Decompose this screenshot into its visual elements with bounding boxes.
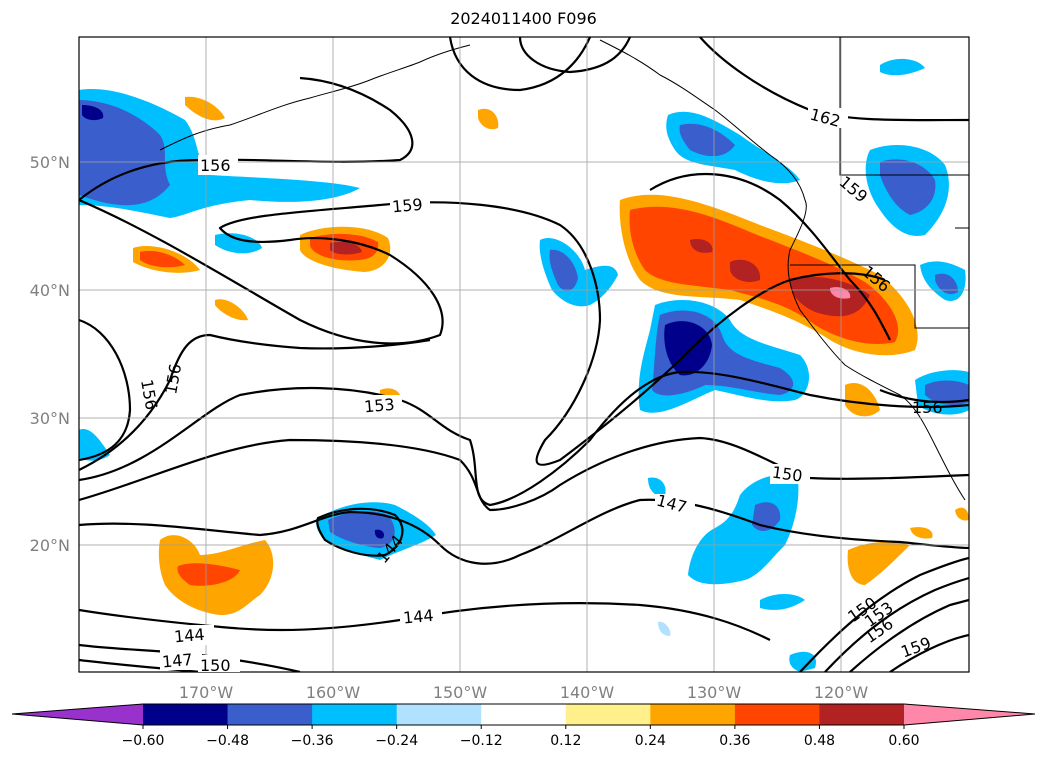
colorbar-tick-label: 0.60 [888, 733, 919, 749]
colorbar-tick-label: 0.24 [635, 733, 666, 749]
colorbar-tick-label: −0.24 [375, 733, 418, 749]
lat-tick: 40°N [30, 281, 70, 300]
contour-label: 144 [402, 606, 434, 628]
colorbar-segment [396, 704, 482, 725]
lon-tick: 130°W [687, 683, 742, 702]
lat-tick: 50°N [30, 153, 70, 172]
colorbar-segment [565, 704, 651, 725]
lon-tick: 150°W [433, 683, 488, 702]
lat-tick: 30°N [30, 409, 70, 428]
lon-tick: 160°W [306, 683, 361, 702]
contour-label: 144 [173, 625, 205, 647]
height-contours [79, 37, 969, 672]
contour-label: 156 [912, 398, 943, 417]
contour-label: 153 [363, 395, 395, 417]
coastlines [159, 37, 969, 501]
plot-frame [78, 36, 970, 673]
colorbar-segment [312, 704, 398, 725]
colorbar-extend-low [12, 704, 143, 725]
colorbar-tick-label: −0.60 [122, 733, 165, 749]
colorbar-segment [650, 704, 736, 725]
contour-label: 156 [200, 156, 231, 175]
colorbar-tick-label: −0.48 [206, 733, 249, 749]
contour-label: 147 [161, 650, 193, 672]
contour-label: 159 [391, 195, 423, 217]
colorbar-segment [481, 704, 567, 725]
lat-tick: 20°N [30, 536, 70, 555]
colorbar-segment [143, 704, 229, 725]
colorbar-tick-label: 0.36 [719, 733, 750, 749]
lon-tick: 170°W [179, 683, 234, 702]
colorbar-extend-high [904, 704, 1035, 725]
lon-tick: 120°W [814, 683, 869, 702]
colorbar-segment [819, 704, 905, 725]
map-title: 2024011400 F096 [450, 9, 597, 28]
colorbar-tick-label: 0.48 [804, 733, 835, 749]
colorbar-tick-label: 0.12 [550, 733, 581, 749]
colorbar: −0.60 −0.48 −0.36 −0.24 −0.12 0.12 0.24 0.36 0.4… [11, 703, 1036, 749]
colorbar-tick-label: −0.36 [291, 733, 334, 749]
lon-tick: 140°W [560, 683, 615, 702]
colorbar-segment [734, 704, 820, 725]
colorbar-segment [227, 704, 313, 725]
colorbar-tick-label: −0.12 [460, 733, 503, 749]
contour-label: 150 [200, 656, 231, 675]
contour-label: 150 [771, 463, 804, 486]
lat-axis: 50°N 40°N 30°N 20°N [30, 153, 70, 555]
lon-axis: 170°W 160°W 150°W 140°W 130°W 120°W [179, 683, 869, 702]
